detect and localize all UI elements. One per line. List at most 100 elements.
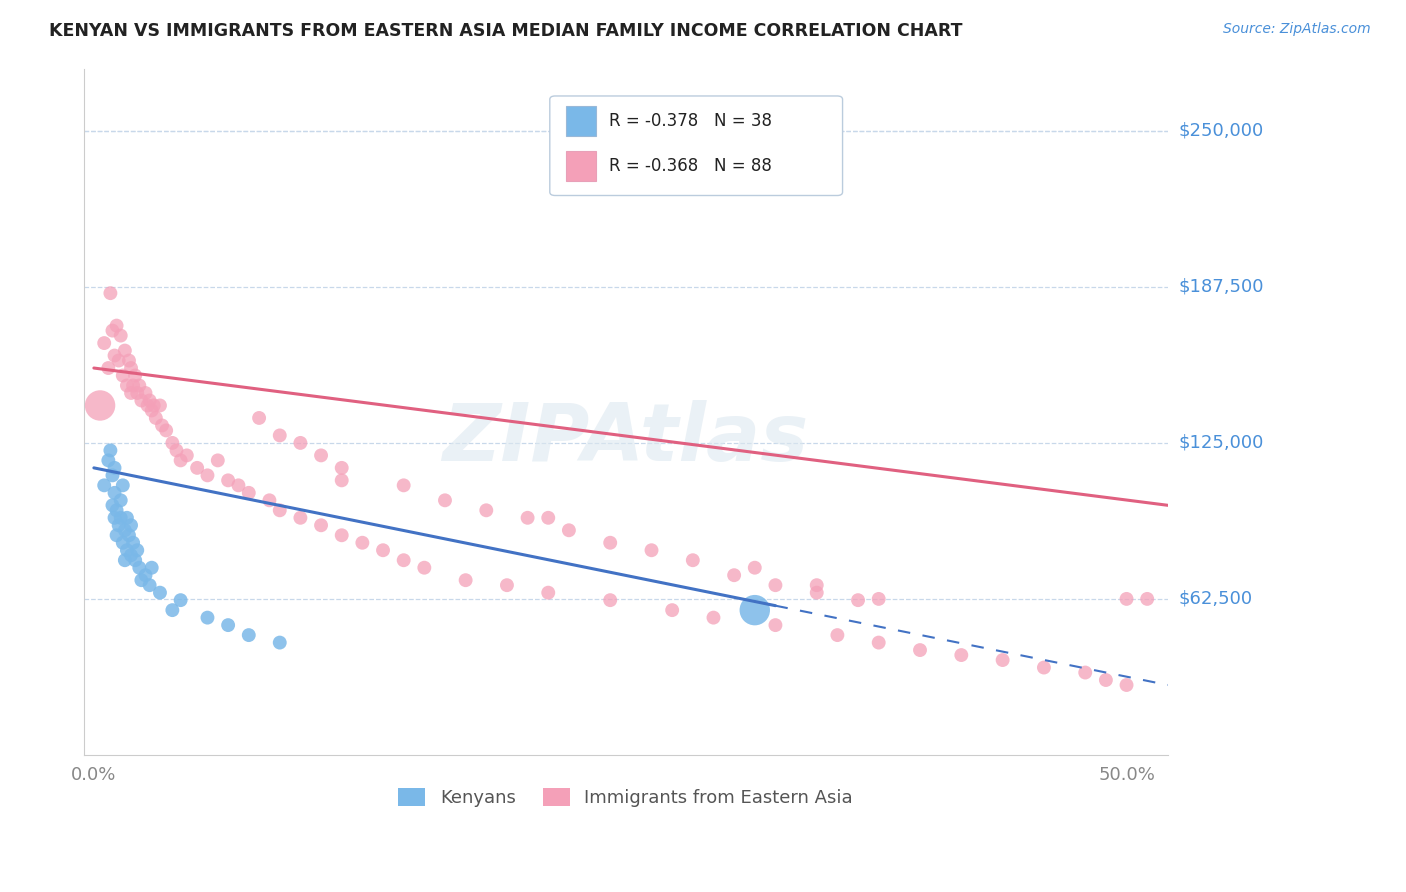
Point xyxy=(110,510,132,524)
Point xyxy=(114,553,136,567)
Point xyxy=(162,436,184,450)
Point xyxy=(599,593,621,607)
Point xyxy=(107,353,129,368)
Point xyxy=(599,535,621,549)
Point xyxy=(127,386,149,401)
Point xyxy=(496,578,519,592)
Point xyxy=(127,543,149,558)
Point xyxy=(228,478,250,492)
Point xyxy=(352,535,374,549)
Point xyxy=(107,518,129,533)
Point xyxy=(134,386,156,401)
Point xyxy=(238,485,260,500)
Point xyxy=(122,535,145,549)
Point xyxy=(846,593,869,607)
Point xyxy=(290,510,312,524)
Text: $187,500: $187,500 xyxy=(1180,278,1264,296)
Point xyxy=(908,643,931,657)
FancyBboxPatch shape xyxy=(567,106,596,136)
Point xyxy=(238,628,260,642)
Point xyxy=(537,585,560,599)
Point xyxy=(103,461,125,475)
Point xyxy=(145,411,167,425)
Point xyxy=(128,378,150,392)
Point xyxy=(149,585,172,599)
Point xyxy=(1095,673,1118,687)
Point xyxy=(640,543,662,558)
Point xyxy=(115,378,138,392)
Point xyxy=(124,368,146,383)
Point xyxy=(991,653,1014,667)
Point xyxy=(120,361,142,376)
Point xyxy=(122,378,145,392)
Point xyxy=(247,411,270,425)
Text: KENYAN VS IMMIGRANTS FROM EASTERN ASIA MEDIAN FAMILY INCOME CORRELATION CHART: KENYAN VS IMMIGRANTS FROM EASTERN ASIA M… xyxy=(49,22,963,40)
Point xyxy=(118,528,141,542)
Point xyxy=(1115,591,1137,606)
Point xyxy=(111,368,134,383)
Point xyxy=(103,349,125,363)
Point xyxy=(138,578,160,592)
Point xyxy=(134,568,156,582)
Point xyxy=(827,628,849,642)
Point xyxy=(723,568,745,582)
Point xyxy=(124,553,146,567)
Point xyxy=(111,535,134,549)
Point xyxy=(392,553,415,567)
Point xyxy=(120,386,142,401)
Point xyxy=(166,443,188,458)
Point xyxy=(413,560,436,574)
Point xyxy=(150,418,173,433)
Text: $62,500: $62,500 xyxy=(1180,590,1253,608)
Point xyxy=(93,336,115,351)
Point xyxy=(475,503,498,517)
Point xyxy=(765,618,787,632)
Point xyxy=(1032,660,1054,674)
Point xyxy=(162,603,184,617)
Point xyxy=(197,468,219,483)
Text: Source: ZipAtlas.com: Source: ZipAtlas.com xyxy=(1223,22,1371,37)
Point xyxy=(114,343,136,358)
Point xyxy=(131,573,153,587)
Point xyxy=(702,610,724,624)
Point xyxy=(392,478,415,492)
Point xyxy=(118,353,141,368)
Point xyxy=(105,318,128,333)
Point xyxy=(149,399,172,413)
Point xyxy=(309,518,332,533)
Point xyxy=(128,560,150,574)
Point xyxy=(744,603,766,617)
Point xyxy=(661,603,683,617)
Point xyxy=(186,461,208,475)
Point xyxy=(682,553,704,567)
Point xyxy=(217,474,239,488)
Point xyxy=(309,449,332,463)
Point xyxy=(103,510,125,524)
FancyBboxPatch shape xyxy=(550,96,842,195)
Point xyxy=(115,543,138,558)
Point xyxy=(141,403,163,417)
Point xyxy=(806,578,828,592)
Point xyxy=(100,443,122,458)
Point xyxy=(537,510,560,524)
Point xyxy=(136,399,159,413)
Point xyxy=(516,510,538,524)
Point xyxy=(93,478,115,492)
Text: $125,000: $125,000 xyxy=(1180,434,1264,452)
Point xyxy=(806,585,828,599)
Point xyxy=(330,528,353,542)
Text: $250,000: $250,000 xyxy=(1180,122,1264,140)
Point xyxy=(89,399,111,413)
Point xyxy=(744,560,766,574)
Point xyxy=(141,560,163,574)
Point xyxy=(269,635,291,649)
Point xyxy=(290,436,312,450)
Point xyxy=(259,493,281,508)
Point xyxy=(1136,591,1159,606)
Point xyxy=(169,453,191,467)
Point xyxy=(454,573,477,587)
Point xyxy=(176,449,198,463)
Point xyxy=(217,618,239,632)
Text: ZIPAtlas: ZIPAtlas xyxy=(443,401,808,478)
Point xyxy=(111,478,134,492)
